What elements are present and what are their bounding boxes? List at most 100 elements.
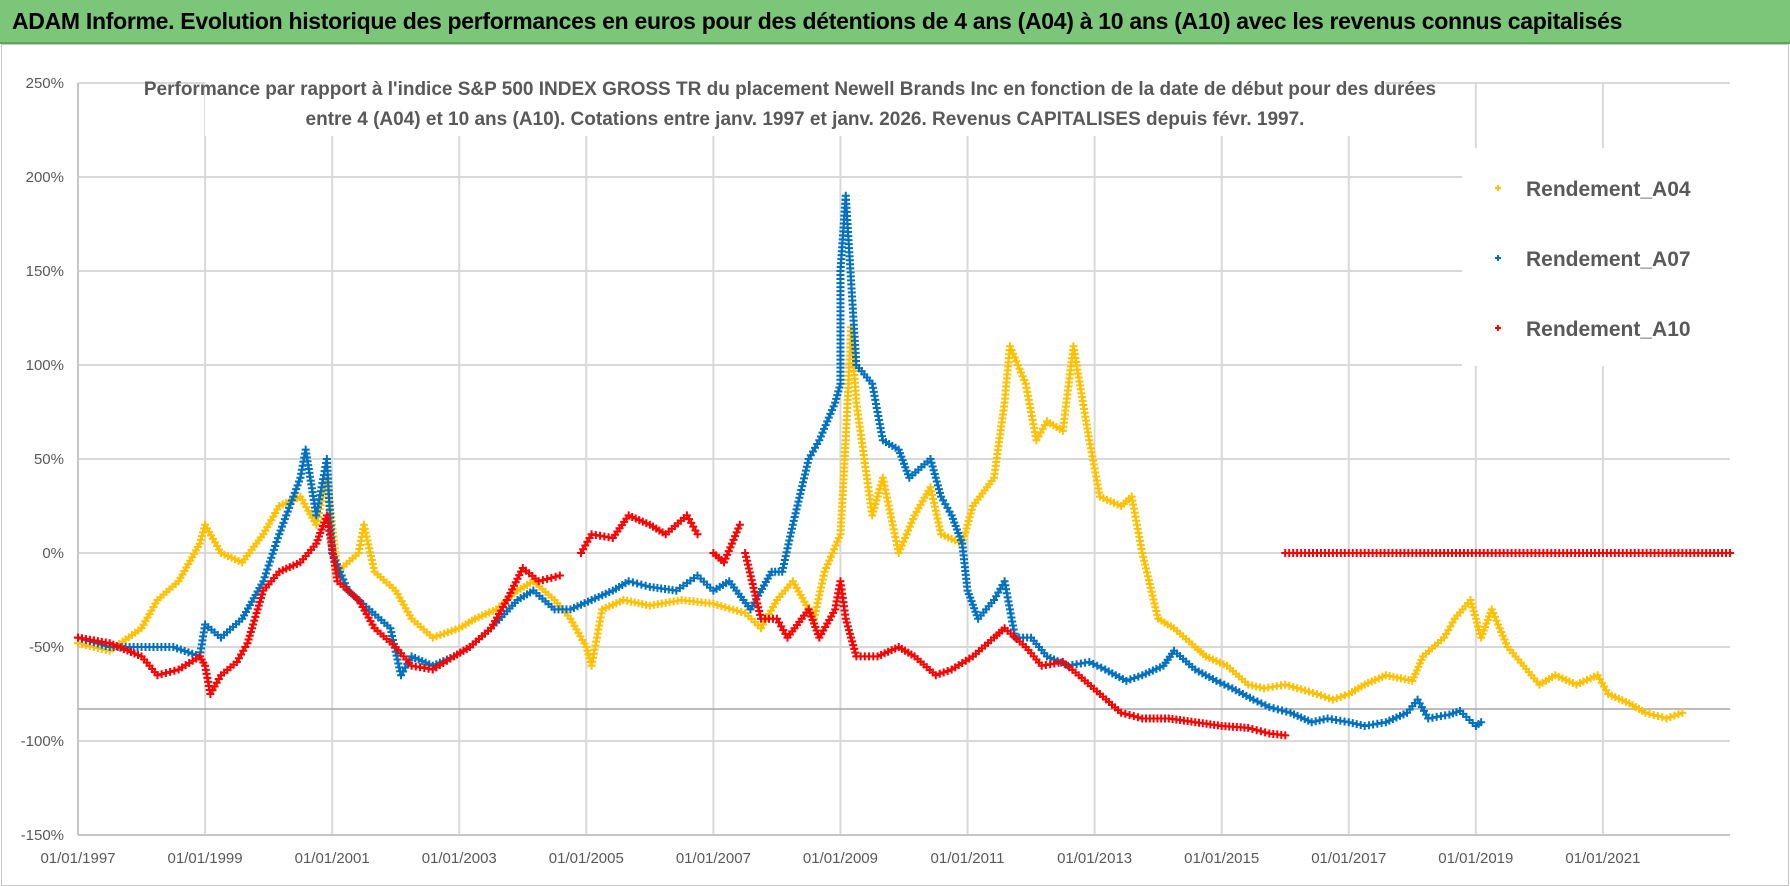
plus-marker <box>286 500 295 509</box>
plus-marker <box>1285 681 1294 690</box>
plus-marker <box>269 545 278 554</box>
plus-marker <box>902 530 911 539</box>
plus-marker <box>1297 685 1306 694</box>
plus-marker <box>551 572 560 581</box>
plus-marker <box>935 669 944 678</box>
legend-label-rendement_a10: Rendement_A10 <box>1526 318 1691 341</box>
plus-marker <box>1020 376 1029 385</box>
plus-marker <box>1293 684 1302 693</box>
plus-marker <box>721 603 730 612</box>
plus-marker <box>872 496 881 505</box>
plus-marker <box>259 577 268 586</box>
plus-marker <box>188 649 197 658</box>
plus-marker <box>268 549 277 558</box>
chart-title-line-1: Performance par rapport à l'indice S&P 5… <box>144 79 1436 100</box>
plus-marker <box>713 600 722 609</box>
plus-marker <box>826 552 835 561</box>
x-tick-label: 01/01/2021 <box>1565 850 1640 867</box>
plus-marker <box>1470 611 1479 620</box>
plus-marker <box>1490 612 1499 621</box>
x-tick-label: 01/01/2003 <box>422 850 497 867</box>
plus-marker <box>909 515 918 524</box>
chart-title-line-2: entre 4 (A04) et 10 ans (A10). Cotations… <box>306 109 1305 130</box>
plus-marker <box>451 625 460 634</box>
plus-marker <box>1134 672 1143 681</box>
plus-marker <box>1471 614 1480 623</box>
plus-marker <box>869 507 878 516</box>
plus-marker <box>820 424 829 433</box>
plus-marker <box>1472 618 1481 627</box>
plus-marker <box>641 581 650 590</box>
plus-marker <box>1305 687 1314 696</box>
plus-marker <box>961 528 970 537</box>
plus-marker <box>1248 724 1257 733</box>
plus-marker <box>1281 680 1290 689</box>
x-tick-label: 01/01/2019 <box>1438 850 1513 867</box>
plus-marker <box>633 579 642 588</box>
plus-marker <box>828 549 837 557</box>
plus-marker <box>1005 342 1014 351</box>
plus-marker <box>905 522 914 531</box>
plus-marker <box>1301 686 1310 695</box>
plus-marker <box>1666 713 1675 722</box>
plus-marker <box>1252 726 1261 735</box>
plus-marker <box>197 532 206 541</box>
plus-marker <box>275 530 284 539</box>
plus-marker <box>733 606 742 615</box>
plus-marker <box>1015 364 1024 373</box>
x-tick-label: 01/01/2001 <box>295 850 370 867</box>
plus-marker <box>1125 711 1134 720</box>
plus-marker <box>263 565 272 574</box>
plus-marker <box>1269 704 1278 713</box>
plus-marker <box>1489 609 1498 618</box>
plus-marker <box>1498 631 1507 640</box>
plus-marker <box>1500 635 1509 644</box>
plus-marker <box>287 496 296 505</box>
plus-marker <box>1018 372 1027 381</box>
plus-marker <box>709 599 718 608</box>
x-tick-label: 01/01/2009 <box>803 850 878 867</box>
x-tick-label: 01/01/2017 <box>1311 850 1386 867</box>
plus-marker <box>176 645 185 654</box>
data-series <box>74 191 1734 740</box>
plus-marker <box>737 607 746 616</box>
plus-marker <box>278 522 287 531</box>
y-tick-label: 200% <box>26 169 64 186</box>
plus-marker <box>1324 694 1333 703</box>
plus-marker <box>729 605 738 614</box>
plus-marker <box>1492 616 1501 625</box>
plus-marker <box>830 545 839 554</box>
plus-marker <box>831 541 840 550</box>
y-tick-label: 250% <box>26 75 64 92</box>
plus-marker <box>904 526 913 535</box>
plus-marker <box>1130 674 1139 683</box>
plus-marker <box>816 432 825 441</box>
plus-marker <box>1313 690 1321 698</box>
plus-marker <box>967 505 976 514</box>
plus-marker <box>1009 349 1018 358</box>
plus-marker <box>436 630 445 639</box>
plus-marker <box>293 481 302 490</box>
plus-marker <box>292 485 301 494</box>
plus-marker <box>896 545 905 554</box>
plus-marker <box>1468 603 1477 612</box>
plus-marker <box>1641 708 1650 717</box>
plus-marker <box>547 573 556 582</box>
plus-marker <box>264 561 273 570</box>
plus-marker <box>1256 727 1265 736</box>
plus-marker <box>894 549 903 557</box>
plus-marker <box>1466 596 1475 604</box>
plus-marker <box>1487 605 1496 614</box>
plus-marker <box>1261 728 1270 737</box>
plus-marker <box>873 492 882 501</box>
plus-marker <box>1469 607 1478 616</box>
y-tick-label: 50% <box>34 451 64 468</box>
report-title-bar: ADAM Informe. Evolution historique des p… <box>0 0 1790 44</box>
plus-marker <box>1309 688 1318 697</box>
plus-marker <box>1502 639 1511 648</box>
plus-marker <box>1340 691 1349 700</box>
plus-marker <box>339 575 348 584</box>
plus-marker <box>821 421 830 430</box>
plus-marker <box>834 533 843 542</box>
plus-marker <box>943 666 952 675</box>
